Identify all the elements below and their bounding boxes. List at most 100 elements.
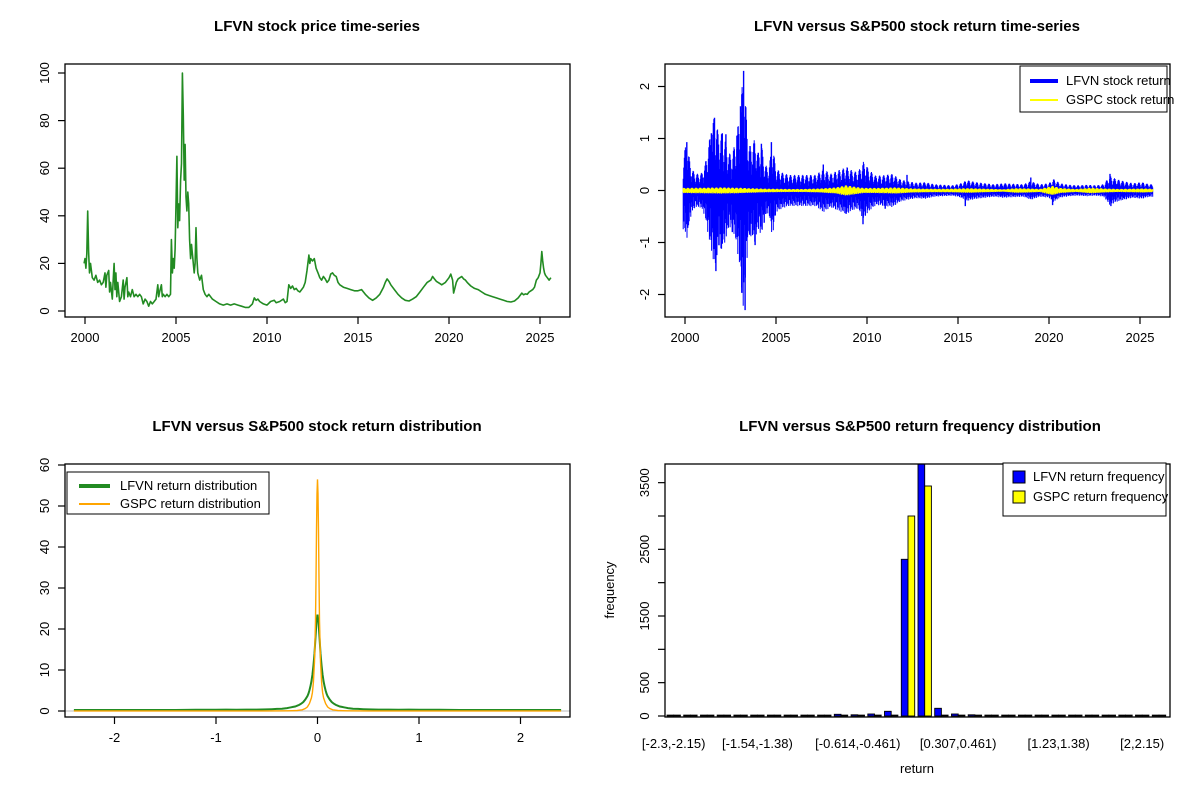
lfvn-return-series [682, 87, 1154, 306]
lfvn-frequency-bar [867, 713, 875, 717]
bin-label: [2,2.15) [1120, 736, 1164, 751]
gspc-frequency-bar [890, 714, 899, 717]
returns-chart-title: LFVN versus S&P500 stock return time-ser… [754, 18, 1080, 35]
price-chart: LFVN stock price time-series 2000 2005 201… [37, 18, 571, 345]
lfvn-frequency-bar [1034, 714, 1043, 717]
y-tick-label: 40 [37, 209, 52, 223]
x-tick-label: 0 [314, 730, 321, 745]
price-plot-area: 2000 2005 2010 2015 2020 2025 0 20 40 60 80 100 [37, 62, 571, 345]
gspc-frequency-bar [957, 714, 966, 717]
lfvn-frequency-legend-label: LFVN return frequency [1033, 469, 1165, 484]
gspc-frequency-bar [673, 714, 681, 717]
lfvn-frequency-bar [1051, 714, 1060, 717]
gspc-return-legend-label: GSPC stock return [1066, 92, 1174, 107]
legend-frame [1019, 65, 1168, 113]
x-tick-label: 2020 [1035, 330, 1064, 345]
y-tick-label: 30 [37, 581, 52, 595]
bin-label: [-1.54,-1.38) [722, 736, 793, 751]
lfvn-frequency-bar [1101, 714, 1110, 717]
lfvn-frequency-bar [967, 714, 976, 717]
x-tick-label: -2 [109, 730, 121, 745]
y-tick-label: 50 [37, 499, 52, 513]
plot-frame [664, 63, 1171, 318]
price-series [83, 72, 552, 309]
gspc-return-series [682, 185, 1154, 196]
gspc-frequency-legend-label: GSPC return frequency [1033, 489, 1169, 504]
histogram-chart: LFVN versus S&P500 return frequency dist… [602, 418, 1171, 776]
gspc-frequency-bar [1058, 714, 1066, 717]
bin-label: [-2.3,-2.15) [642, 736, 706, 751]
gspc-density-series [73, 479, 562, 712]
price-chart-title: LFVN stock price time-series [214, 18, 420, 35]
x-tick-label: 2010 [253, 330, 282, 345]
x-tick-label: 2000 [671, 330, 700, 345]
gspc-frequency-bar [1141, 714, 1150, 717]
lfvn-frequency-bar [783, 714, 792, 717]
legend-frame [1002, 462, 1167, 517]
lfvn-frequency-bar [666, 714, 675, 717]
gspc-frequency-bar [723, 714, 732, 717]
gspc-frequency-bar [924, 485, 932, 717]
y-tick-label: 0 [637, 187, 652, 194]
lfvn-frequency-bar [1068, 714, 1076, 717]
bin-label: [1.23,1.38) [1028, 736, 1090, 751]
lfvn-frequency-swatch [1012, 470, 1026, 484]
x-tick-label: 1 [415, 730, 422, 745]
lfvn-frequency-bar [750, 714, 758, 717]
gspc-frequency-bar [1074, 714, 1083, 717]
lfvn-frequency-bar [1118, 714, 1126, 717]
density-chart-title: LFVN versus S&P500 stock return distribu… [152, 418, 481, 435]
gspc-frequency-bar [1108, 714, 1116, 717]
x-tick-label: 2025 [1126, 330, 1155, 345]
y-tick-label: 0 [637, 712, 652, 719]
lfvn-frequency-bar [733, 714, 742, 717]
density-legend: LFVN return distribution GSPC return dis… [66, 471, 270, 515]
gspc-frequency-bar [840, 714, 849, 717]
x-tick-label: 2020 [435, 330, 464, 345]
lfvn-frequency-bar [1135, 714, 1143, 717]
x-tick-label: 2 [517, 730, 524, 745]
x-tick-label: 2005 [162, 330, 191, 345]
y-tick-label: 100 [37, 62, 52, 84]
histogram-chart-title: LFVN versus S&P500 return frequency dist… [739, 418, 1101, 435]
gspc-frequency-bar [940, 714, 949, 717]
histogram-ylabel: frequency [602, 561, 617, 619]
plot-frame [664, 463, 1171, 718]
lfvn-frequency-bar [984, 714, 993, 717]
y-tick-label: 3500 [637, 468, 652, 497]
lfvn-frequency-bar [766, 714, 775, 717]
density-chart: LFVN versus S&P500 stock return distribu… [37, 418, 571, 745]
returns-plot-area: 2000 2005 2010 2015 2020 2025 -2 -1 0 1 2 [637, 63, 1171, 345]
y-tick-label: 1500 [637, 602, 652, 631]
x-tick-label: 2015 [344, 330, 373, 345]
y-tick-label: 500 [637, 672, 652, 694]
x-tick-label: 2025 [526, 330, 555, 345]
gspc-frequency-bar [689, 714, 698, 717]
bin-label: [-0.614,-0.461) [815, 736, 900, 751]
lfvn-density-series [73, 614, 562, 711]
y-tick-label: 20 [37, 256, 52, 270]
returns-chart: LFVN versus S&P500 stock return time-ser… [637, 18, 1174, 345]
y-tick-label: 60 [37, 458, 52, 472]
y-tick-label: 40 [37, 540, 52, 554]
gspc-frequency-bar [807, 714, 815, 717]
gspc-frequency-bar [974, 714, 983, 717]
gspc-frequency-bar [756, 714, 765, 717]
histogram-legend: LFVN return frequency GSPC return freque… [1002, 462, 1169, 517]
gspc-frequency-bar [1007, 714, 1016, 717]
lfvn-frequency-bar [1001, 714, 1009, 717]
returns-legend: LFVN stock return GSPC stock return [1019, 65, 1174, 113]
lfvn-return-spikes [686, 70, 1112, 311]
y-tick-label: 80 [37, 113, 52, 127]
gspc-frequency-bar [1091, 714, 1100, 717]
x-tick-label: -1 [210, 730, 222, 745]
plot-frame [64, 463, 571, 718]
lfvn-density-legend-label: LFVN return distribution [120, 478, 257, 493]
y-tick-label: 0 [37, 307, 52, 314]
y-tick-label: 1 [637, 135, 652, 142]
lfvn-frequency-bar [850, 714, 859, 717]
gspc-frequency-bar [1158, 714, 1167, 717]
lfvn-frequency-bar [951, 713, 959, 717]
lfvn-frequency-bar [917, 463, 926, 717]
